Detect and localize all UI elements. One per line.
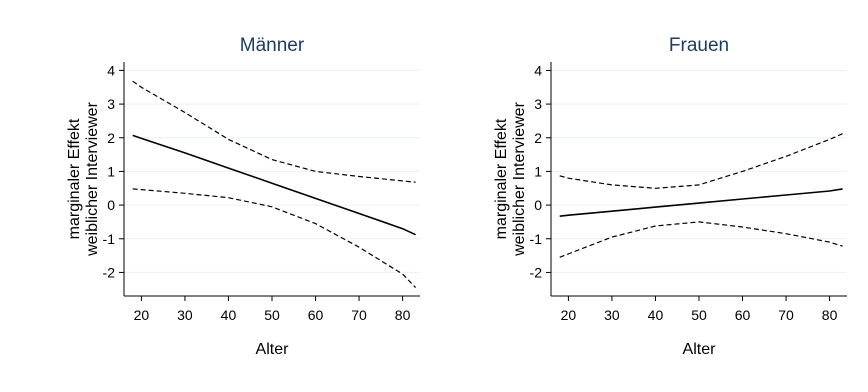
y-tick-label: -1 bbox=[103, 231, 116, 247]
y-tick-label: 0 bbox=[107, 197, 115, 213]
x-tick-label: 30 bbox=[177, 307, 193, 323]
x-tick-label: 70 bbox=[351, 307, 367, 323]
x-tick-label: 60 bbox=[735, 307, 751, 323]
x-tick-label: 50 bbox=[264, 307, 280, 323]
y-tick-label: 3 bbox=[534, 96, 542, 112]
x-tick-label: 20 bbox=[134, 307, 150, 323]
x-tick-label: 60 bbox=[308, 307, 324, 323]
y-tick-label: 4 bbox=[107, 62, 115, 78]
y-tick-label: 1 bbox=[534, 163, 542, 179]
x-axis-label: Alter bbox=[683, 341, 717, 358]
x-tick-label: 80 bbox=[822, 307, 838, 323]
y-axis-label-line: weiblicher Interviewer bbox=[84, 101, 101, 257]
x-axis-label: Alter bbox=[256, 341, 290, 358]
series-line-ci-2 bbox=[132, 188, 417, 289]
y-axis-label-line: marginaler Effekt bbox=[66, 118, 83, 239]
x-tick-label: 70 bbox=[778, 307, 794, 323]
x-tick-label: 30 bbox=[604, 307, 620, 323]
y-tick-label: -2 bbox=[530, 264, 543, 280]
y-tick-label: 4 bbox=[534, 62, 542, 78]
y-tick-label: 1 bbox=[107, 163, 115, 179]
x-tick-label: 40 bbox=[648, 307, 664, 323]
y-axis-label-line: marginaler Effekt bbox=[493, 118, 510, 239]
series-line-ci-1 bbox=[559, 133, 843, 189]
chart-title: Männer bbox=[240, 35, 305, 56]
chart-title: Frauen bbox=[669, 35, 729, 56]
series-line-effect bbox=[559, 188, 843, 217]
y-axis-label: marginaler Effektweiblicher Interviewer bbox=[66, 101, 101, 257]
panel-maenner: -2 -1 0 1 2 3 4 20 30 40 50 60 70 80 Männer Alter margin… bbox=[66, 35, 420, 358]
x-tick-label: 50 bbox=[691, 307, 707, 323]
series-line-effect bbox=[132, 134, 416, 236]
y-axis-label-line: weiblicher Interviewer bbox=[511, 101, 528, 257]
y-tick-label: 0 bbox=[534, 197, 542, 213]
x-tick-label: 40 bbox=[221, 307, 237, 323]
y-axis-label: marginaler Effektweiblicher Interviewer bbox=[493, 101, 528, 257]
panel-frauen: -2 -1 0 1 2 3 4 20 30 40 50 60 70 80 Frauen Alter margin… bbox=[493, 35, 847, 358]
x-tick-label: 80 bbox=[395, 307, 411, 323]
y-tick-label: -1 bbox=[530, 231, 543, 247]
y-tick-label: 3 bbox=[107, 96, 115, 112]
y-tick-label: -2 bbox=[103, 264, 116, 280]
y-tick-label: 2 bbox=[107, 130, 115, 146]
x-tick-label: 20 bbox=[561, 307, 577, 323]
series-line-ci-2 bbox=[559, 221, 843, 258]
series-line-ci-1 bbox=[132, 80, 416, 183]
y-tick-label: 2 bbox=[534, 130, 542, 146]
